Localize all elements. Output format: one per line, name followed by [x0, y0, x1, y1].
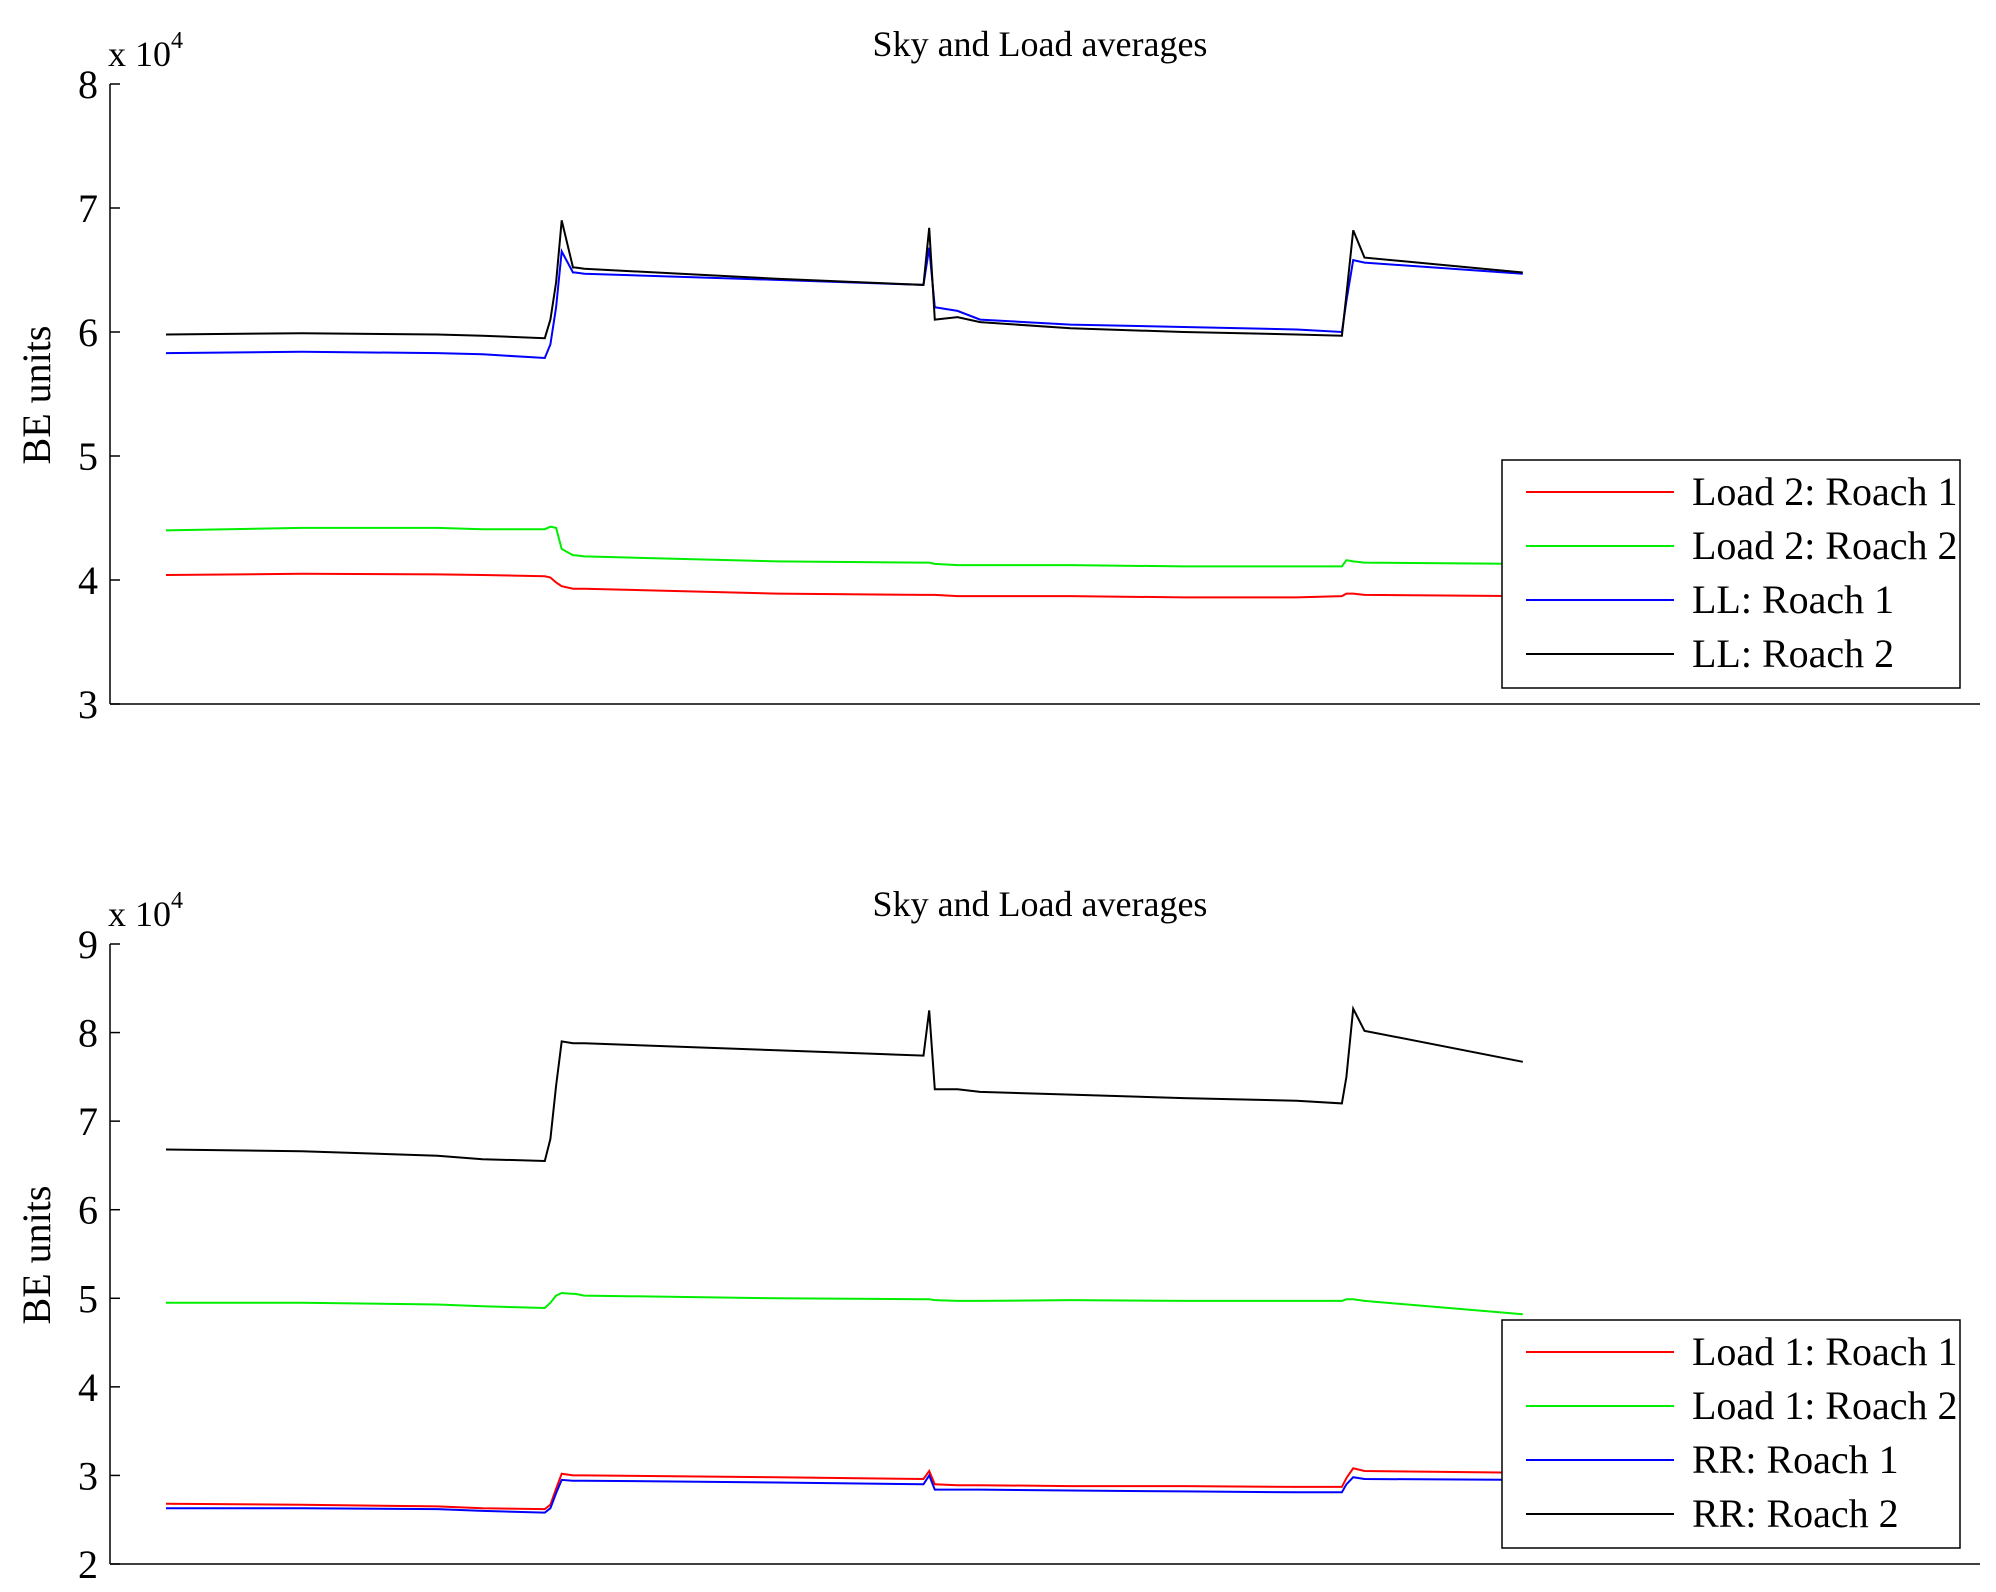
- y-tick-label: 5: [78, 434, 98, 479]
- y-tick-label: 3: [78, 1453, 98, 1498]
- top-plot-area: [165, 220, 1523, 599]
- y-tick-label: 4: [78, 1365, 98, 1410]
- y-tick-label: 7: [78, 1099, 98, 1144]
- y-tick-label: 6: [78, 1188, 98, 1233]
- y-tick-label: 8: [78, 62, 98, 107]
- series-line-2: [166, 1473, 1523, 1514]
- y-tick-label: 9: [78, 922, 98, 967]
- bottom-y-axis: 2 3 4 5 6 7 8 9: [78, 922, 1980, 1587]
- y-tick-label: 7: [78, 186, 98, 231]
- top-chart-title: Sky and Load averages: [873, 24, 1208, 64]
- legend-label: Load 1: Roach 1: [1692, 1329, 1958, 1374]
- series-line-1: [165, 525, 1523, 568]
- series-line-0: [165, 1467, 1523, 1511]
- top-chart-panel: Sky and Load averages x 104 BE units 345…: [14, 24, 1980, 727]
- bottom-plot-area: [165, 1005, 1523, 1514]
- top-y-axis-label: BE units: [14, 326, 59, 465]
- legend-label: LL: Roach 1: [1692, 577, 1894, 622]
- top-legend: Load 2: Roach 1 Load 2: Roach 2 LL: Roach …: [1501, 459, 1961, 689]
- y-tick-label: 3: [78, 682, 98, 727]
- top-y-axis: 3 4 5 6 7 8: [78, 62, 1980, 727]
- series-line-3: [165, 1005, 1523, 1163]
- series-line-1: [166, 1291, 1523, 1316]
- bottom-legend: Load 1: Roach 1 Load 1: Roach 2 RR: Roach …: [1501, 1319, 1961, 1549]
- y-tick-label: 6: [78, 310, 98, 355]
- y-tick-label: 2: [78, 1542, 98, 1587]
- legend-label: RR: Roach 2: [1692, 1491, 1899, 1536]
- legend-box: [1501, 1319, 1961, 1549]
- bottom-y-exponent-base: x 10: [108, 894, 171, 934]
- bottom-y-exponent: x 104: [108, 888, 183, 934]
- legend-label: RR: Roach 1: [1692, 1437, 1899, 1482]
- legend-label: Load 2: Roach 1: [1692, 469, 1958, 514]
- y-tick-label: 5: [78, 1276, 98, 1321]
- bottom-y-axis-label: BE units: [14, 1186, 59, 1325]
- top-y-exponent-base: x 10: [108, 34, 171, 74]
- bottom-chart-panel: Sky and Load averages x 104 BE units 234…: [14, 884, 1980, 1587]
- legend-label: LL: Roach 2: [1692, 631, 1894, 676]
- series-line-0: [165, 572, 1523, 599]
- bottom-y-exponent-power: 4: [171, 888, 183, 914]
- y-tick-label: 4: [78, 558, 98, 603]
- bottom-chart-title: Sky and Load averages: [873, 884, 1208, 924]
- legend-label: Load 1: Roach 2: [1692, 1383, 1958, 1428]
- legend-label: Load 2: Roach 2: [1692, 523, 1958, 568]
- y-tick-label: 8: [78, 1011, 98, 1056]
- series-line-3: [165, 220, 1523, 340]
- top-y-exponent: x 104: [108, 28, 183, 74]
- legend-box: [1501, 459, 1961, 689]
- top-y-exponent-power: 4: [171, 28, 183, 54]
- series-line-2: [165, 247, 1523, 360]
